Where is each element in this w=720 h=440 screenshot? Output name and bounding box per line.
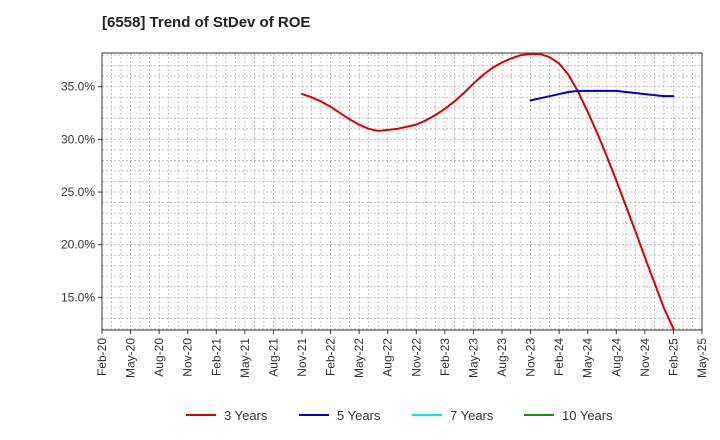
legend-label: 7 Years (450, 408, 494, 423)
x-tick-label: Aug-20 (152, 338, 166, 377)
x-tick-label: May-25 (695, 338, 709, 378)
x-tick-label: Feb-22 (324, 338, 338, 376)
x-tick-label: Feb-23 (438, 338, 452, 376)
x-tick-label: Aug-21 (266, 338, 280, 377)
y-tick-label: 35.0% (61, 80, 95, 94)
x-tick-label: May-22 (352, 338, 366, 378)
x-tick-label: Aug-22 (381, 338, 395, 377)
chart-title: [6558] Trend of StDev of ROE (102, 14, 311, 31)
x-tick-label: Feb-20 (95, 338, 109, 376)
y-tick-label: 20.0% (61, 238, 95, 252)
x-tick-label: May-24 (581, 338, 595, 378)
y-tick-label: 30.0% (61, 132, 95, 146)
x-tick-label: Feb-24 (552, 338, 566, 376)
x-tick-label: Nov-24 (638, 338, 652, 377)
series-line-3-years (301, 53, 675, 330)
x-tick-label: May-23 (466, 338, 480, 378)
plot-area (102, 53, 702, 330)
x-tick-label: Nov-22 (409, 338, 423, 377)
x-tick-label: Nov-23 (524, 338, 538, 377)
x-tick-label: Feb-21 (209, 338, 223, 376)
plot-frame (101, 52, 703, 331)
legend-label: 10 Years (562, 408, 613, 423)
y-tick-label: 25.0% (61, 185, 95, 199)
y-tick-label: 15.0% (61, 290, 95, 304)
x-tick-label: May-21 (238, 338, 252, 378)
x-tick-label: Nov-21 (295, 338, 309, 377)
x-tick-label: Feb-25 (666, 338, 680, 376)
x-tick-label: Aug-23 (495, 338, 509, 377)
legend-label: 5 Years (337, 408, 381, 423)
legend: 3 Years 5 Years 7 Years 10 Years (186, 408, 613, 423)
x-tick-label: May-20 (124, 338, 138, 378)
legend-label: 3 Years (224, 408, 268, 423)
x-tick-label: Nov-20 (181, 338, 195, 377)
series-line-5-years (529, 89, 675, 102)
x-tick-label: Aug-24 (609, 338, 623, 377)
